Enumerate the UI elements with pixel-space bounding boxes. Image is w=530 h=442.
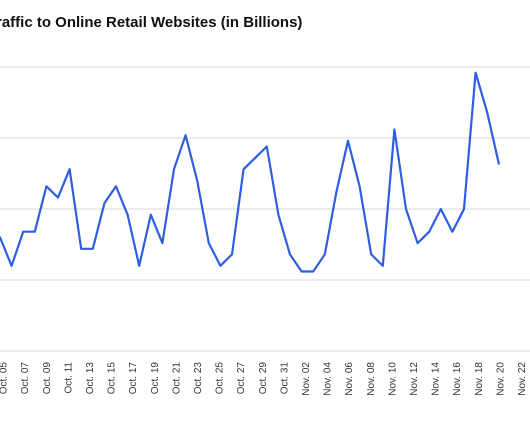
x-tick-label: Nov. 08 [366, 362, 377, 396]
x-tick-label: Nov. 16 [452, 362, 463, 396]
x-tick-label: Nov. 02 [301, 362, 312, 396]
x-tick-label: Oct. 19 [150, 362, 161, 395]
x-tick-label: Oct. 09 [42, 362, 53, 395]
x-tick-label: Oct. 27 [236, 362, 247, 395]
x-tick-label: Nov. 18 [474, 362, 485, 396]
x-tick-label: Oct. 05 [0, 362, 10, 395]
x-tick-label: Oct. 29 [258, 362, 269, 395]
x-tick-label: Nov. 06 [344, 362, 355, 396]
x-tick-labels: Oct. 05 Oct. 07 Oct. 09 Oct. 11 Oct. 13 Oct. … [0, 362, 528, 396]
x-tick-label: Nov. 12 [409, 362, 420, 396]
x-tick-label: Nov. 10 [387, 362, 398, 396]
x-tick-label: Nov. 20 [495, 362, 506, 396]
x-tick-label: Nov. 22 [517, 362, 528, 396]
series-line-layer [0, 71, 500, 273]
x-tick-label: Oct. 17 [128, 362, 139, 395]
x-tick-label: Oct. 15 [107, 362, 118, 395]
x-tick-label: Oct. 13 [85, 362, 96, 395]
x-tick-label: Oct. 25 [215, 362, 226, 395]
chart-title: raffic to Online Retail Websites (in Bil… [0, 14, 303, 31]
x-tick-label: Nov. 04 [323, 362, 334, 396]
x-tick-label: Oct. 21 [171, 362, 182, 395]
x-tick-label: Oct. 11 [63, 362, 74, 394]
series-line [0, 71, 500, 273]
x-tick-label: Nov. 14 [431, 362, 442, 396]
x-tick-label: Oct. 31 [279, 362, 290, 395]
x-tick-label: Oct. 23 [193, 362, 204, 395]
x-tick-label: Oct. 07 [20, 362, 31, 395]
grid-layer [0, 66, 530, 352]
